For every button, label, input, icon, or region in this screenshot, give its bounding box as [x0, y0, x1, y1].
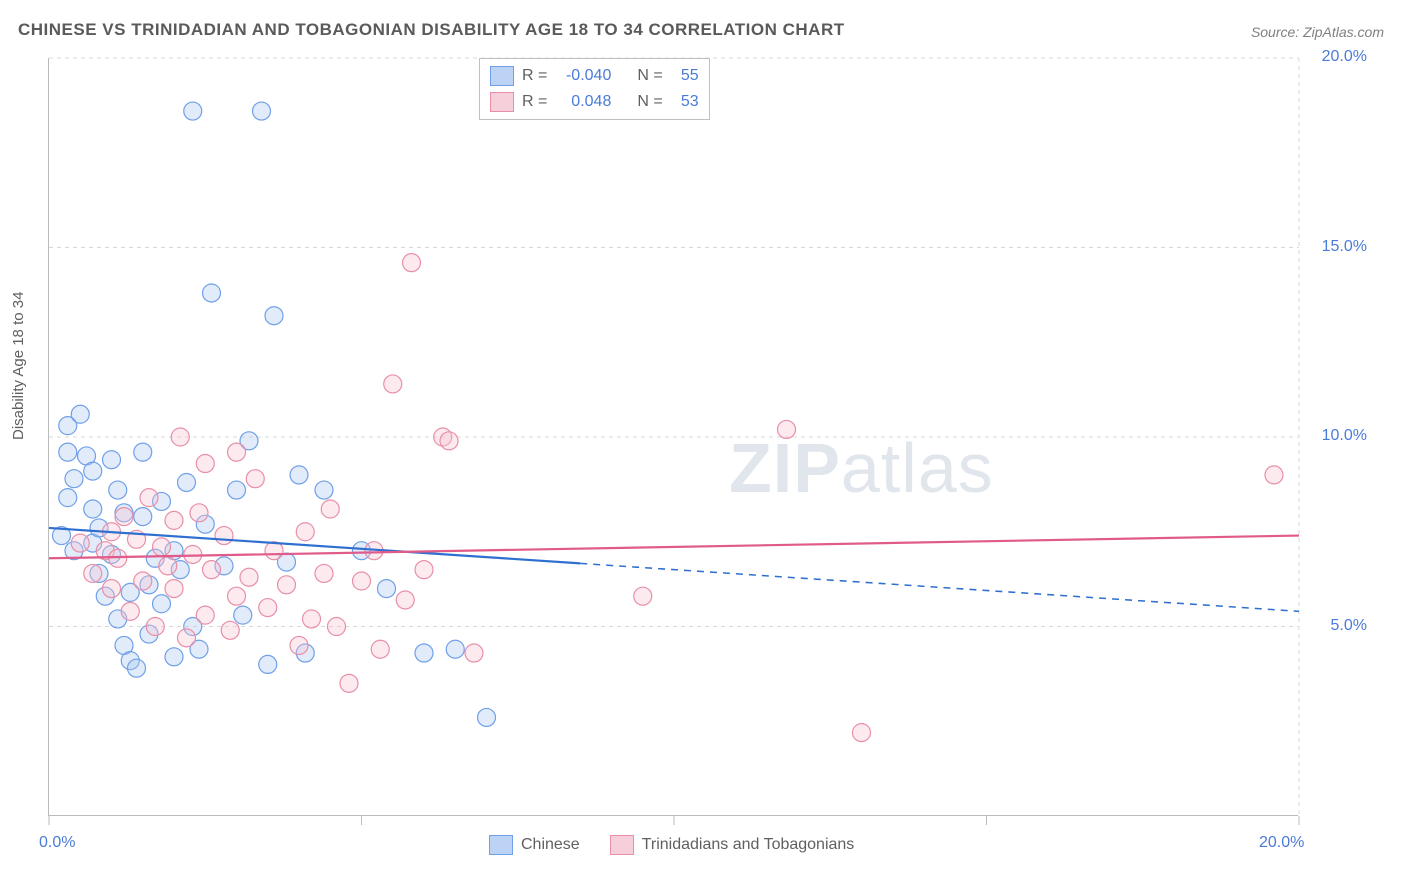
series-legend: Chinese Trinidadians and Tobagonians [489, 835, 854, 855]
legend-swatch-trinidadian [610, 835, 634, 855]
legend-swatch-trinidadian [490, 92, 514, 112]
series-legend-item-chinese: Chinese [489, 835, 580, 855]
legend-swatch-chinese [489, 835, 513, 855]
y-tick-label: 5.0% [1307, 617, 1367, 635]
legend-r-label: R = [522, 93, 547, 111]
source-attribution: Source: ZipAtlas.com [1251, 24, 1384, 40]
legend-swatch-chinese [490, 66, 514, 86]
legend-r-value-trinidadian: 0.048 [555, 93, 611, 111]
source-name: ZipAtlas.com [1303, 24, 1384, 40]
legend-r-label: R = [522, 67, 547, 85]
y-axis-label: Disability Age 18 to 34 [10, 292, 27, 440]
y-tick-label: 10.0% [1307, 427, 1367, 445]
x-tick-label: 20.0% [1259, 834, 1304, 852]
scatter-chart [49, 58, 1299, 816]
legend-n-value-trinidadian: 53 [671, 93, 699, 111]
legend-n-value-chinese: 55 [671, 67, 699, 85]
legend-n-label: N = [637, 67, 662, 85]
source-prefix: Source: [1251, 24, 1303, 40]
series-name-chinese: Chinese [521, 836, 580, 854]
series-name-trinidadian: Trinidadians and Tobagonians [642, 836, 855, 854]
y-tick-label: 15.0% [1307, 238, 1367, 256]
correlation-legend: R = -0.040 N = 55 R = 0.048 N = 53 [479, 58, 710, 120]
x-tick-label: 0.0% [39, 834, 75, 852]
series-legend-item-trinidadian: Trinidadians and Tobagonians [610, 835, 855, 855]
legend-n-label: N = [637, 93, 662, 111]
correlation-legend-row-2: R = 0.048 N = 53 [490, 89, 699, 115]
plot-area: R = -0.040 N = 55 R = 0.048 N = 53 ZIPat… [48, 58, 1298, 816]
chart-title: CHINESE VS TRINIDADIAN AND TOBAGONIAN DI… [18, 20, 845, 40]
correlation-legend-row-1: R = -0.040 N = 55 [490, 63, 699, 89]
legend-r-value-chinese: -0.040 [555, 67, 611, 85]
y-tick-label: 20.0% [1307, 48, 1367, 66]
